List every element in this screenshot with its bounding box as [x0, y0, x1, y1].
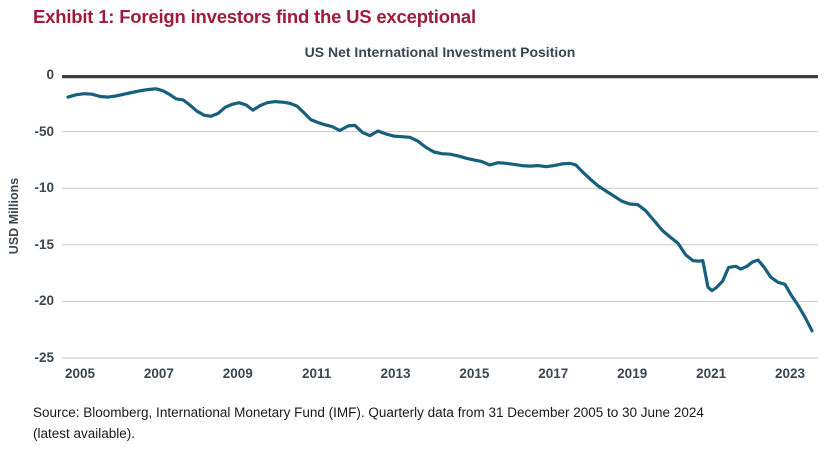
x-tick-label: 2015 [459, 366, 490, 381]
y-tick-label: -20 [34, 293, 54, 309]
x-tick-label: 2019 [617, 366, 648, 381]
y-tick-label: -25 [34, 350, 54, 365]
y-tick-label: -50 [34, 123, 54, 139]
x-tick-label: 2009 [222, 366, 253, 381]
source-line-2: (latest available). [33, 426, 136, 441]
chart-canvas [62, 75, 818, 359]
x-tick-label: 2023 [774, 366, 805, 381]
y-tick-label: -10 [34, 180, 54, 196]
y-tick-label: 0 [46, 67, 54, 82]
x-tick-label: 2007 [143, 366, 174, 381]
y-tick-label: -15 [34, 236, 54, 252]
x-tick-label: 2011 [302, 366, 332, 381]
x-tick-label: 2005 [64, 366, 95, 381]
source-note: Source: Bloomberg, International Monetar… [33, 402, 813, 444]
source-line-1: Source: Bloomberg, International Monetar… [33, 405, 704, 420]
x-tick-label: 2013 [380, 366, 411, 381]
plot-area [62, 75, 818, 359]
x-tick-label: 2021 [696, 366, 727, 381]
chart-title: US Net International Investment Position [304, 44, 576, 60]
x-tick-label: 2017 [538, 366, 569, 381]
niip-line-series [66, 87, 814, 333]
exhibit-title: Exhibit 1: Foreign investors find the US… [33, 6, 476, 27]
